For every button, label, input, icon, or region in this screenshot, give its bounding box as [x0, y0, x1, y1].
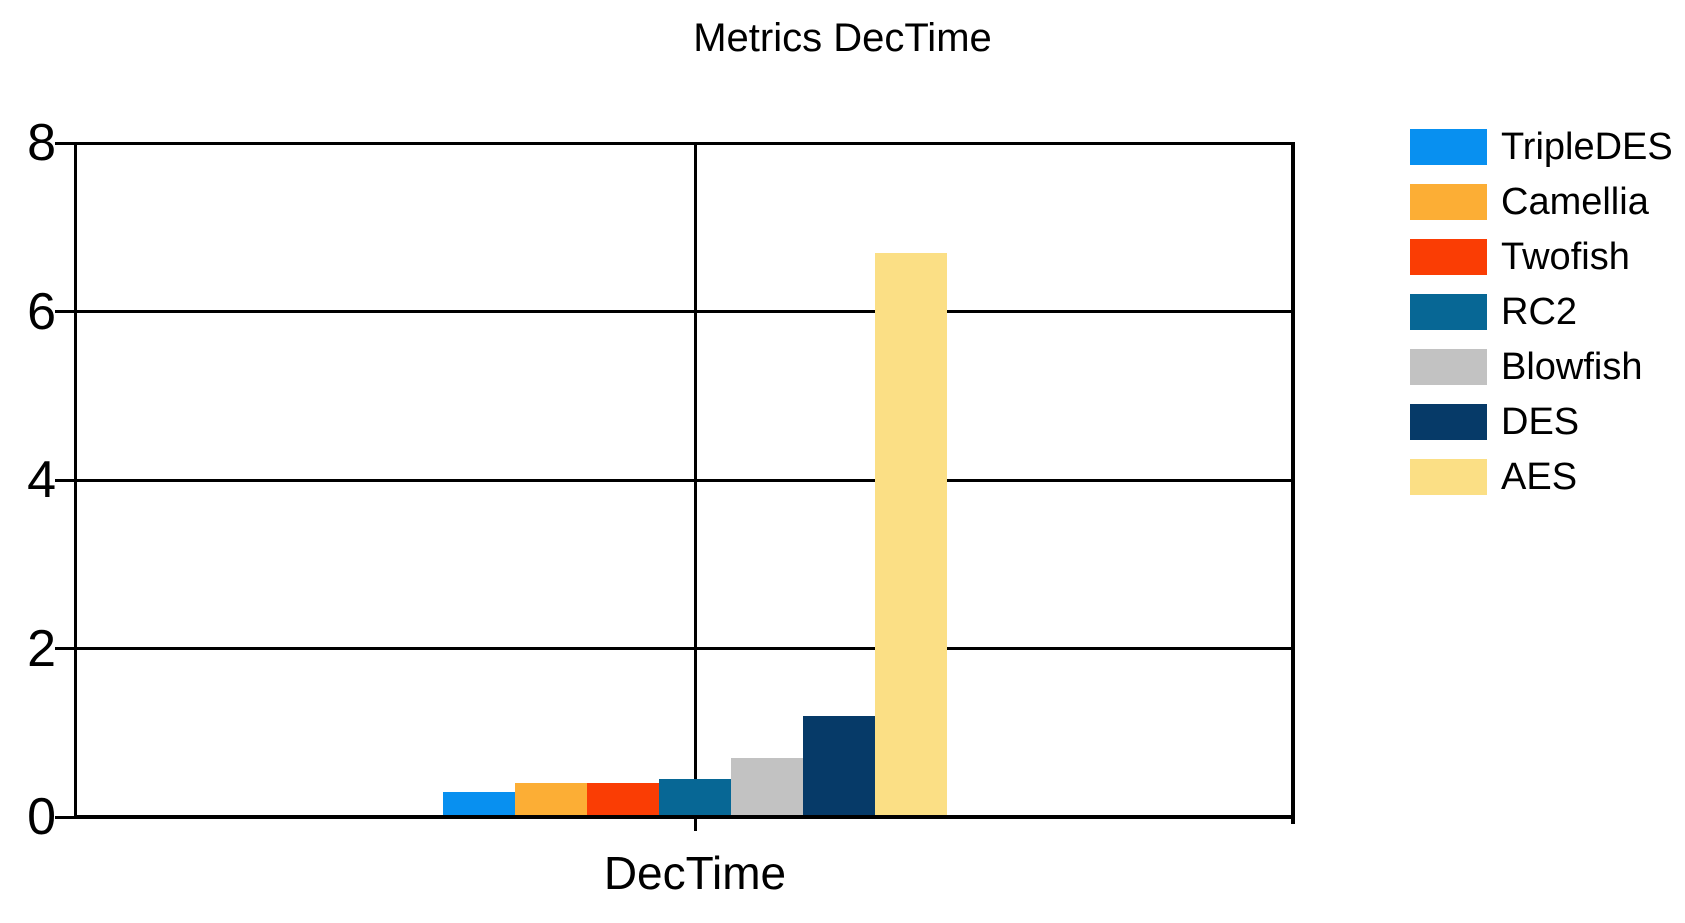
legend-item-tripledes: TripleDES [1410, 126, 1673, 168]
axis-bottom [74, 815, 1294, 819]
gridline-x-category [693, 143, 697, 817]
gridline-y-6 [75, 310, 1293, 313]
y-tick-label-8: 8 [27, 114, 56, 172]
legend-swatch-des [1410, 404, 1487, 440]
y-tick-mark-8 [55, 141, 75, 145]
legend-item-des: DES [1410, 401, 1673, 443]
legend-item-rc2: RC2 [1410, 291, 1673, 333]
y-tick-mark-6 [55, 310, 75, 313]
y-tick-mark-4 [55, 478, 75, 482]
bar-twofish [587, 783, 659, 817]
gridline-y-4 [75, 478, 1293, 482]
legend-swatch-tripledes [1410, 129, 1487, 165]
x-axis-label: DecTime [603, 847, 787, 899]
legend-item-aes: AES [1410, 456, 1673, 498]
chart-title: Metrics DecTime [693, 16, 992, 60]
legend-swatch-camellia [1410, 184, 1487, 220]
legend-label-tripledes: TripleDES [1501, 126, 1673, 168]
y-tick-mark-2 [55, 647, 75, 650]
y-tick-label-0: 0 [27, 788, 56, 846]
legend-label-camellia: Camellia [1501, 181, 1649, 223]
legend-swatch-twofish [1410, 239, 1487, 275]
legend-item-camellia: Camellia [1410, 181, 1673, 223]
legend-swatch-aes [1410, 459, 1487, 495]
legend-label-rc2: RC2 [1501, 291, 1578, 333]
legend-label-twofish: Twofish [1501, 236, 1630, 278]
y-tick-label-4: 4 [27, 451, 56, 509]
legend-swatch-rc2 [1410, 294, 1487, 330]
gridline-y-2 [75, 647, 1293, 650]
y-tick-label-6: 6 [27, 282, 56, 341]
legend-label-blowfish: Blowfish [1501, 346, 1643, 388]
axis-top [74, 141, 1294, 145]
legend-label-des: DES [1501, 401, 1580, 443]
legend-item-blowfish: Blowfish [1410, 346, 1673, 388]
plot-area [55, 141, 1295, 831]
x-tick-mark-dectime [693, 817, 697, 831]
y-tick-mark-0 [55, 815, 75, 819]
bar-tripledes [443, 791, 515, 817]
legend-item-twofish: Twofish [1410, 236, 1673, 278]
bar-aes [875, 252, 947, 817]
bar-camellia [515, 783, 587, 817]
bar-rc2 [659, 779, 731, 817]
legend-swatch-blowfish [1410, 349, 1487, 385]
axis-right [1291, 142, 1295, 824]
y-tick-label-2: 2 [27, 619, 56, 678]
axis-left [74, 142, 77, 818]
bar-des [803, 715, 875, 817]
legend: TripleDES Camellia Twofish RC2 Blowfish DES AE… [1410, 126, 1673, 498]
legend-label-aes: AES [1501, 456, 1578, 498]
bar-blowfish [731, 758, 803, 817]
